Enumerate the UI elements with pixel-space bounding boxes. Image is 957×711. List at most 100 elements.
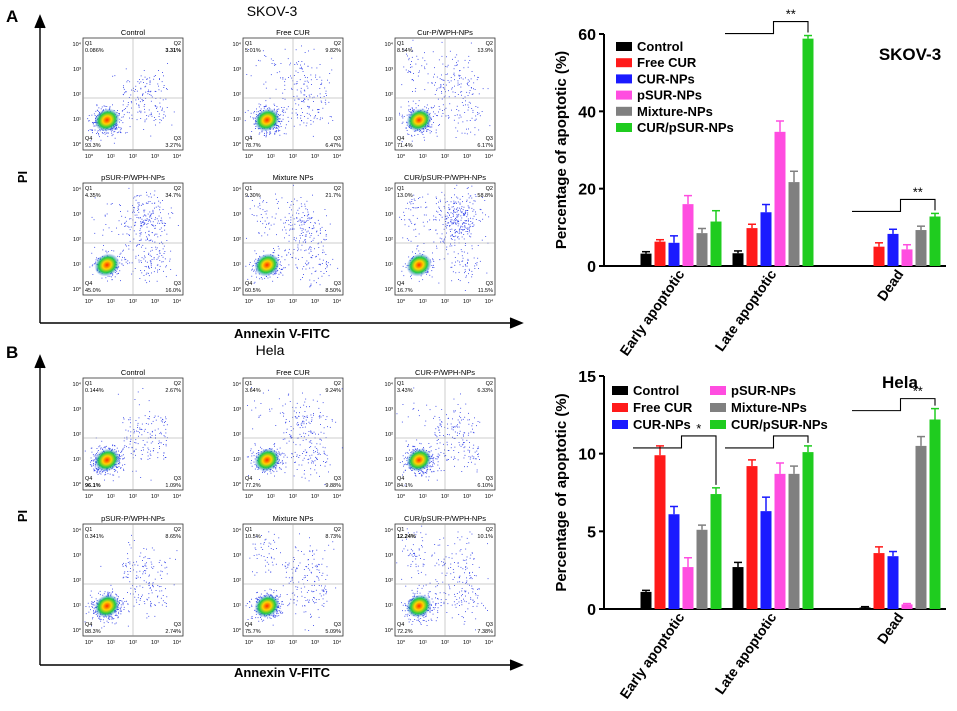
- flow-x-tick: 10⁰: [397, 153, 406, 160]
- bar: [682, 567, 694, 609]
- quadrant-q1-value: 9.30%: [245, 193, 261, 199]
- significance-bracket: [852, 398, 936, 412]
- panel-b-cell-line-title: Hela: [256, 342, 285, 358]
- significance-label: **: [913, 184, 923, 199]
- flow-y-tick: 10⁰: [385, 141, 394, 148]
- flow-y-tick: 10⁴: [233, 41, 242, 48]
- flow-y-tick: 10⁴: [385, 186, 394, 193]
- quadrant-q3-value: 3.27%: [165, 143, 181, 149]
- y-tick-label: 10: [578, 447, 596, 464]
- bar: [915, 230, 927, 266]
- legend-swatch: [612, 403, 628, 412]
- flow-x-tick: 10²: [129, 299, 137, 305]
- flow-y-tick: 10²: [233, 578, 241, 584]
- flow-x-tick: 10⁴: [173, 493, 182, 500]
- flow-x-tick: 10⁰: [245, 493, 254, 500]
- quadrant-label: Q4: [85, 136, 92, 142]
- quadrant-q1-value: 4.35%: [85, 193, 101, 199]
- flow-y-tick: 10¹: [233, 117, 241, 123]
- quadrant-q1-value: 5.01%: [245, 48, 261, 54]
- quadrant-label: Q3: [486, 476, 493, 482]
- flow-plot-title: Free CUR: [276, 368, 310, 377]
- legend-label: Mixture-NPs: [731, 400, 807, 415]
- x-category-label: Late apoptotic: [711, 609, 779, 697]
- flow-y-tick: 10⁴: [73, 381, 82, 388]
- flow-x-tick: 10¹: [267, 494, 275, 500]
- quadrant-label: Q3: [334, 136, 341, 142]
- flow-x-tick: 10¹: [419, 299, 427, 305]
- flow-y-tick: 10⁰: [73, 627, 82, 634]
- flow-x-tick: 10²: [129, 154, 137, 160]
- flow-x-tick: 10⁰: [85, 639, 94, 646]
- bar: [788, 473, 800, 609]
- flow-y-tick: 10³: [385, 212, 393, 218]
- flow-x-tick: 10¹: [107, 494, 115, 500]
- flow-x-tick: 10³: [463, 299, 471, 305]
- flow-x-tick: 10³: [311, 299, 319, 305]
- quadrant-q1-value: 3.43%: [397, 388, 413, 394]
- flow-y-tick: 10¹: [73, 262, 81, 268]
- flow-x-tick: 10²: [129, 640, 137, 646]
- flow-x-tick: 10¹: [107, 640, 115, 646]
- quadrant-label: Q3: [486, 281, 493, 287]
- flow-density-core: [254, 253, 280, 277]
- quadrant-label: Q1: [85, 381, 92, 387]
- quadrant-q3-value: 5.09%: [325, 629, 341, 635]
- flow-y-tick: 10²: [385, 432, 393, 438]
- significance-bracket: [725, 20, 809, 35]
- quadrant-q4-value: 96.1%: [85, 483, 101, 489]
- flow-plot-title: CUR/pSUR-P/WPH-NPs: [404, 514, 486, 523]
- legend-swatch: [710, 420, 726, 429]
- y-tick-label: 40: [578, 104, 596, 121]
- quadrant-label: Q4: [397, 476, 404, 482]
- flow-y-tick: 10⁰: [73, 481, 82, 488]
- x-category-label: Early apoptotic: [616, 266, 687, 358]
- bar: [696, 233, 708, 266]
- flow-x-tick: 10²: [441, 640, 449, 646]
- bar: [774, 473, 786, 609]
- bar: [802, 452, 814, 609]
- y-tick-label: 5: [587, 524, 596, 541]
- flow-x-tick: 10⁴: [333, 493, 342, 500]
- flow-y-tick: 10⁴: [385, 381, 394, 388]
- legend-swatch: [616, 106, 632, 116]
- flow-x-tick: 10³: [151, 640, 159, 646]
- flow-x-tick: 10²: [289, 299, 297, 305]
- quadrant-q2-value: 21.7%: [325, 193, 341, 199]
- legend-label: Control: [637, 39, 683, 54]
- quadrant-label: Q2: [334, 41, 341, 47]
- legend-swatch: [616, 42, 632, 51]
- y-tick-label: 0: [587, 602, 596, 619]
- bar: [710, 221, 722, 266]
- quadrant-label: Q2: [486, 41, 493, 47]
- flow-events: [245, 531, 337, 631]
- flow-x-tick: 10⁴: [485, 298, 494, 305]
- flow-plot-title: pSUR-P/WPH-NPs: [101, 514, 165, 523]
- quadrant-label: Q1: [85, 527, 92, 533]
- flow-x-tick: 10⁰: [85, 298, 94, 305]
- bar: [640, 591, 652, 609]
- flow-density-core: [406, 253, 432, 277]
- quadrant-q4-value: 77.2%: [245, 483, 261, 489]
- x-category-label: Dead: [874, 610, 907, 647]
- flow-y-tick: 10²: [73, 432, 81, 438]
- quadrant-q4-value: 93.3%: [85, 143, 101, 149]
- flow-y-tick: 10²: [73, 237, 81, 243]
- flow-y-tick: 10⁴: [73, 41, 82, 48]
- legend-label: Free CUR: [637, 55, 697, 70]
- legend-swatch: [612, 420, 628, 429]
- quadrant-label: Q4: [245, 281, 252, 287]
- flow-y-tick: 10⁴: [233, 186, 242, 193]
- flow-y-tick: 10¹: [385, 603, 393, 609]
- flow-x-tick: 10³: [151, 299, 159, 305]
- panel-a-letter: A: [6, 7, 18, 26]
- quadrant-q1-value: 0.341%: [85, 534, 104, 540]
- flow-y-tick: 10⁰: [385, 481, 394, 488]
- quadrant-q1-value: 0.144%: [85, 388, 104, 394]
- y-axis-title: Percentage of apoptotic (%): [553, 51, 570, 249]
- flow-y-tick: 10⁰: [233, 141, 242, 148]
